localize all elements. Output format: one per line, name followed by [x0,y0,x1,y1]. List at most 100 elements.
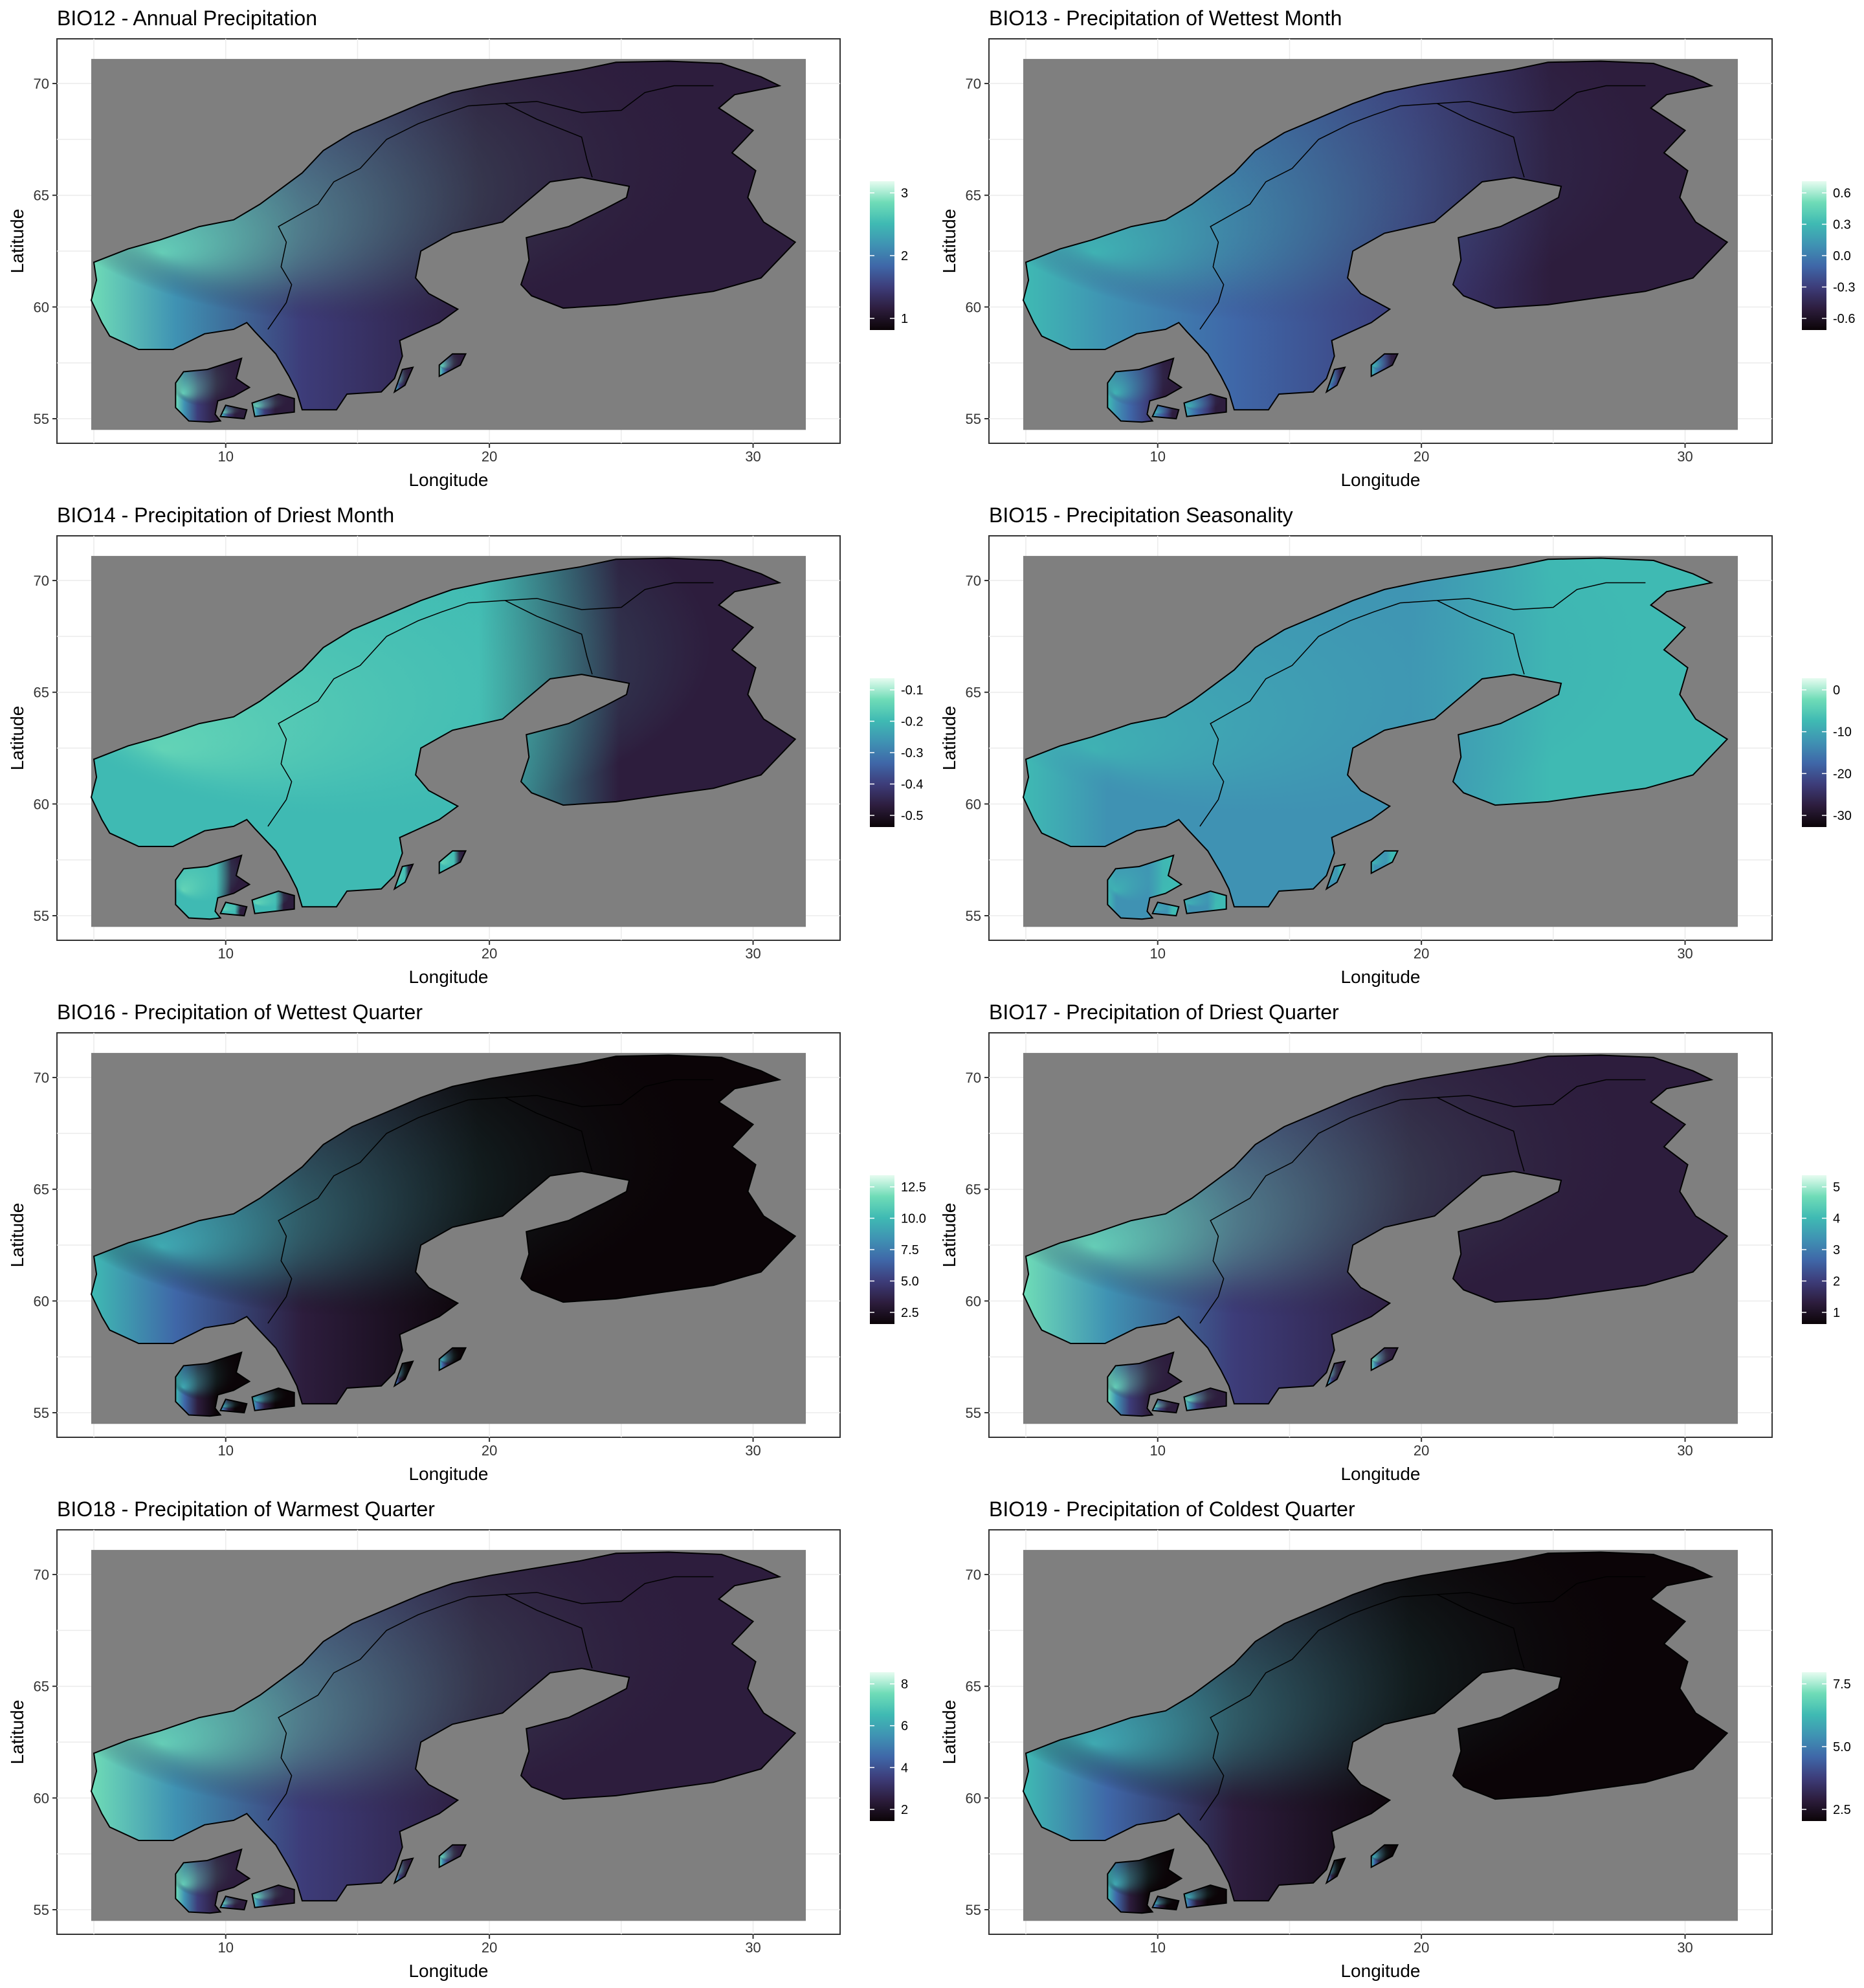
funen-land-coastline [219,901,248,917]
funen-land-coastline [219,1895,248,1911]
funen-land-coastline [1151,1398,1180,1414]
map-plot: 10 20 30 55 60 65 70 Longitude Latitude 12.5 10.0 7… [7,1032,926,1484]
x-tick-label: 20 [482,1939,497,1956]
legend-colorbar [870,1672,894,1821]
legend-tick-label: 7.5 [1833,1677,1851,1692]
denmark-land-coastal-overlay [1107,1352,1182,1417]
legend-tick-label: 1 [1833,1306,1840,1320]
oland-land-coastal-overlay [1326,864,1345,889]
panel-title: BIO18 - Precipitation of Warmest Quarter [57,1497,435,1521]
legend-tick-label: 1 [901,312,908,326]
y-tick-label: 55 [966,1405,981,1421]
legend-tick-label: 2.5 [901,1306,919,1320]
scandinavia-land-coastline [90,557,797,908]
legend-colorbar [1802,678,1826,827]
legend-tick-label: 2 [1833,1275,1840,1289]
scandinavia-land-coastal-overlay [1023,1552,1727,1901]
border-sweden-finland [505,1097,593,1172]
gotland-land-coastline [438,1844,467,1869]
y-axis-label: Latitude [939,1203,959,1268]
y-tick-label: 60 [34,299,49,315]
x-tick-label: 30 [1677,448,1692,465]
gotland-land-coastline [1370,1347,1399,1372]
x-tick-label: 30 [745,945,760,962]
x-tick-label: 10 [217,1939,233,1956]
map-plot: 10 20 30 55 60 65 70 Longitude Latitude 8 6 4 2 [7,1529,908,1981]
legend-tick-label: 7.5 [901,1243,919,1257]
denmark-land-coastline [175,854,251,920]
scandinavia-land-coastline [90,60,797,411]
oland-land-coastal-overlay [1326,367,1345,392]
x-tick-label: 30 [1677,1939,1692,1956]
legend-tick-label: 5 [1833,1180,1840,1195]
x-axis-label: Longitude [1340,967,1420,987]
border-sweden-finland [505,103,593,178]
gotland-land-coastline [438,353,467,378]
scandinavia-land-coastline [1022,60,1729,411]
denmark-land-coastal-overlay [175,855,250,920]
oland-land-coastal-overlay [1326,1858,1345,1883]
x-tick-label: 20 [1414,1939,1429,1956]
y-axis-label: Latitude [7,1203,27,1268]
funen-land-coastline [1151,901,1180,917]
legend-tick-label: 2.5 [1833,1803,1851,1817]
legend-tick-label: 0.3 [1833,218,1851,232]
denmark-land-coastline [1107,854,1183,920]
panel-title: BIO15 - Precipitation Seasonality [989,503,1293,527]
scandinavia-land-coastline [1022,1551,1729,1902]
x-tick-label: 30 [745,1939,760,1956]
panel-title: BIO13 - Precipitation of Wettest Month [989,6,1342,30]
funen-land-coastline [219,1398,248,1414]
legend-tick-label: 3 [901,186,908,201]
legend-tick-label: -0.6 [1833,312,1855,326]
gotland-land-coastline [1370,1844,1399,1869]
scandinavia-land-coastal-overlay [1023,558,1727,907]
legend-tick-label: 4 [1833,1212,1840,1226]
legend-tick-label: 5.0 [1833,1740,1851,1754]
scandinavia-land-coastline [90,1054,797,1405]
map-panel-bio13: BIO13 - Precipitation of Wettest Month 10… [932,0,1864,497]
y-tick-label: 70 [966,573,981,589]
denmark-land-coastal-overlay [1107,1849,1182,1914]
y-tick-label: 65 [34,188,49,204]
zealand-land-coastline [251,890,295,914]
denmark-land-coastline [1107,1848,1183,1914]
oland-land-coastline [393,1857,414,1885]
y-tick-label: 55 [34,1902,49,1918]
scandinavia-land-coastal-overlay [91,558,795,907]
denmark-land-coastal-overlay [175,1849,250,1914]
y-tick-label: 70 [34,1070,49,1086]
legend-tick-label: -0.1 [901,683,923,698]
zealand-land-coastline [251,1387,295,1411]
y-tick-label: 55 [34,908,49,924]
x-tick-label: 10 [1149,1939,1165,1956]
map-panel-bio15: BIO15 - Precipitation Seasonality 10 20 30 5… [932,497,1864,994]
map-panel-bio14: BIO14 - Precipitation of Driest Month 10 2… [0,497,932,994]
zealand-land-coastline [1183,393,1227,417]
legend-tick-label: -30 [1833,809,1852,823]
zealand-land-coastline [1183,890,1227,914]
scandinavia-land-coastline [90,1551,797,1902]
map-plot: 10 20 30 55 60 65 70 Longitude Latitude 0.6 0.3 0.0… [939,38,1855,490]
gotland-land-coastline [438,1347,467,1372]
scandinavia-land-coastline [1022,557,1729,908]
x-tick-label: 20 [482,448,497,465]
oland-land-coastal-overlay [394,1361,413,1386]
scandinavia-land-coastal-overlay [91,1552,795,1901]
map-panel-bio16: BIO16 - Precipitation of Wettest Quarter… [0,994,932,1491]
legend-tick-label: 3 [1833,1243,1840,1257]
y-tick-label: 60 [34,1293,49,1309]
x-tick-label: 20 [1414,945,1429,962]
x-tick-label: 20 [1414,448,1429,465]
oland-land-coastline [1325,1857,1346,1885]
oland-land-coastline [393,1360,414,1388]
y-tick-label: 65 [966,685,981,701]
map-panel-bio17: BIO17 - Precipitation of Driest Quarter 1… [932,994,1864,1491]
x-axis-label: Longitude [408,470,488,490]
gotland-land-coastline [1370,353,1399,378]
x-tick-label: 10 [1149,1442,1165,1459]
oland-land-coastline [1325,863,1346,891]
oland-land-coastline [393,863,414,891]
panel-title: BIO19 - Precipitation of Coldest Quarter [989,1497,1355,1521]
legend-tick-label: 5.0 [901,1275,919,1289]
